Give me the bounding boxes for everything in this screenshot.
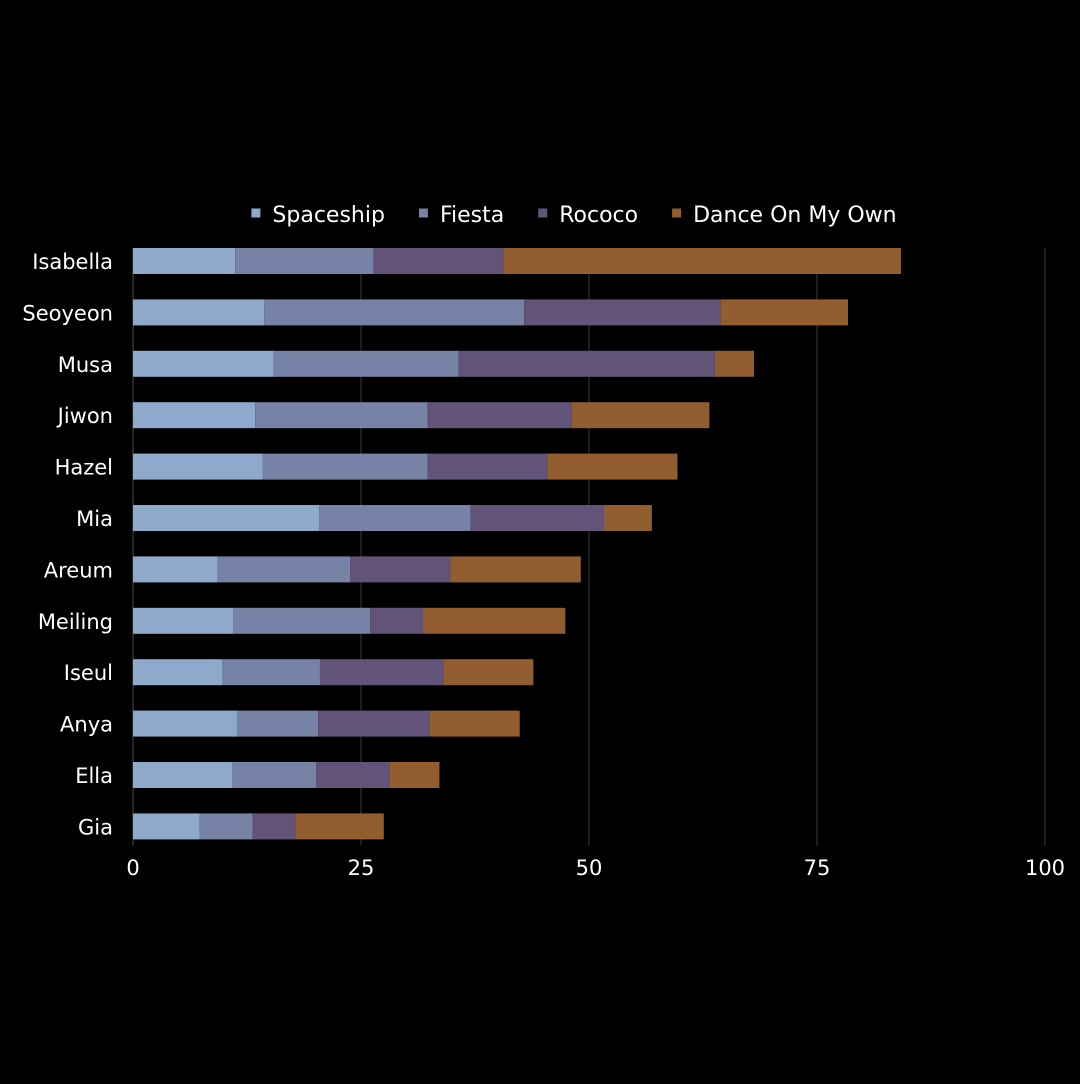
- bar-segment-areum-rococo: [350, 556, 451, 583]
- category-label: Mia: [76, 507, 113, 531]
- bar-segment-musa-dance-on-my-own: [714, 350, 755, 377]
- bar-segment-gia-dance-on-my-own: [295, 813, 384, 840]
- bar-segment-seoyeon-spaceship: [133, 299, 265, 326]
- bar-segment-anya-rococo: [318, 710, 430, 737]
- bar-segment-hazel-dance-on-my-own: [547, 453, 678, 480]
- bar-segment-isabella-spaceship: [133, 248, 236, 274]
- category-label: Seoyeon: [22, 301, 113, 325]
- bar-segment-jiwon-spaceship: [133, 402, 256, 429]
- bar-segment-isabella-fiesta: [235, 248, 374, 274]
- category-labels: Isabella Seoyeon Musa Jiwon Hazel Mia Areum Mei…: [22, 250, 113, 839]
- bar-segment-seoyeon-rococo: [524, 299, 721, 326]
- bar-segment-meiling-dance-on-my-own: [423, 607, 566, 634]
- bar-segment-areum-dance-on-my-own: [450, 556, 581, 583]
- x-tick-label: 75: [804, 856, 831, 880]
- bar-segment-jiwon-dance-on-my-own: [571, 402, 710, 429]
- bar-segment-ella-dance-on-my-own: [389, 762, 440, 788]
- bar-segment-anya-dance-on-my-own: [429, 710, 520, 737]
- gridlines: [132, 248, 1046, 846]
- bar-segment-musa-spaceship: [133, 350, 274, 377]
- bar-segment-hazel-fiesta: [262, 453, 428, 480]
- x-tick-labels: 0 25 50 75 100: [126, 856, 1065, 880]
- category-label: Areum: [44, 558, 113, 582]
- bar-segment-meiling-fiesta: [233, 607, 371, 634]
- bar-segment-hazel-rococo: [427, 453, 548, 480]
- bar-segment-seoyeon-fiesta: [264, 299, 525, 326]
- legend-marker-dance-on-my-own: [672, 208, 682, 218]
- category-label: Jiwon: [56, 404, 113, 428]
- legend-label: Spaceship: [272, 203, 385, 228]
- category-label: Iseul: [64, 661, 113, 685]
- legend-label: Rococo: [559, 203, 638, 228]
- category-label: Anya: [60, 713, 113, 737]
- x-tick-label: 100: [1025, 856, 1065, 880]
- bar-segment-jiwon-rococo: [427, 402, 572, 429]
- bar-segment-mia-dance-on-my-own: [604, 505, 652, 531]
- bar-segment-anya-spaceship: [133, 710, 237, 737]
- category-label: Musa: [58, 353, 113, 377]
- bar-segment-seoyeon-dance-on-my-own: [720, 299, 849, 326]
- category-label: Ella: [75, 764, 113, 788]
- bar-segment-iseul-dance-on-my-own: [443, 659, 534, 686]
- category-label: Gia: [78, 815, 113, 839]
- bar-segment-hazel-spaceship: [133, 453, 263, 480]
- x-tick-label: 25: [348, 856, 375, 880]
- legend: Spaceship Fiesta Rococo Dance On My Own: [251, 203, 897, 228]
- legend-label: Fiesta: [440, 203, 504, 228]
- bar-segment-iseul-rococo: [319, 659, 444, 686]
- bar-segment-ella-spaceship: [133, 762, 233, 788]
- bar-segment-gia-rococo: [252, 813, 296, 840]
- x-tick-label: 50: [576, 856, 603, 880]
- legend-marker-fiesta: [418, 208, 428, 218]
- legend-marker-rococo: [538, 208, 548, 218]
- bar-segment-anya-fiesta: [236, 710, 319, 737]
- bar-segment-ella-fiesta: [232, 762, 317, 788]
- bar-segment-meiling-rococo: [370, 607, 424, 634]
- bar-segment-iseul-spaceship: [133, 659, 223, 686]
- bar-segment-ella-rococo: [316, 762, 390, 788]
- bar-segment-musa-fiesta: [273, 350, 459, 377]
- category-label: Isabella: [32, 250, 113, 274]
- category-label: Hazel: [55, 456, 113, 480]
- bars: [133, 248, 901, 840]
- bar-segment-mia-spaceship: [133, 505, 320, 531]
- bar-segment-isabella-rococo: [373, 248, 504, 274]
- legend-marker-spaceship: [251, 208, 261, 218]
- bar-segment-mia-fiesta: [319, 505, 471, 531]
- bar-segment-jiwon-fiesta: [255, 402, 428, 429]
- bar-segment-areum-fiesta: [217, 556, 351, 583]
- bar-segment-meiling-spaceship: [133, 607, 234, 634]
- bar-segment-isabella-dance-on-my-own: [503, 248, 901, 274]
- category-label: Meiling: [38, 610, 113, 634]
- bar-segment-gia-spaceship: [133, 813, 200, 840]
- legend-label: Dance On My Own: [693, 203, 897, 228]
- x-tick-label: 0: [126, 856, 139, 880]
- bar-segment-areum-spaceship: [133, 556, 218, 583]
- bar-segment-mia-rococo: [470, 505, 605, 531]
- bar-segment-musa-rococo: [458, 350, 715, 377]
- bar-segment-iseul-fiesta: [222, 659, 320, 686]
- bar-segment-gia-fiesta: [199, 813, 253, 840]
